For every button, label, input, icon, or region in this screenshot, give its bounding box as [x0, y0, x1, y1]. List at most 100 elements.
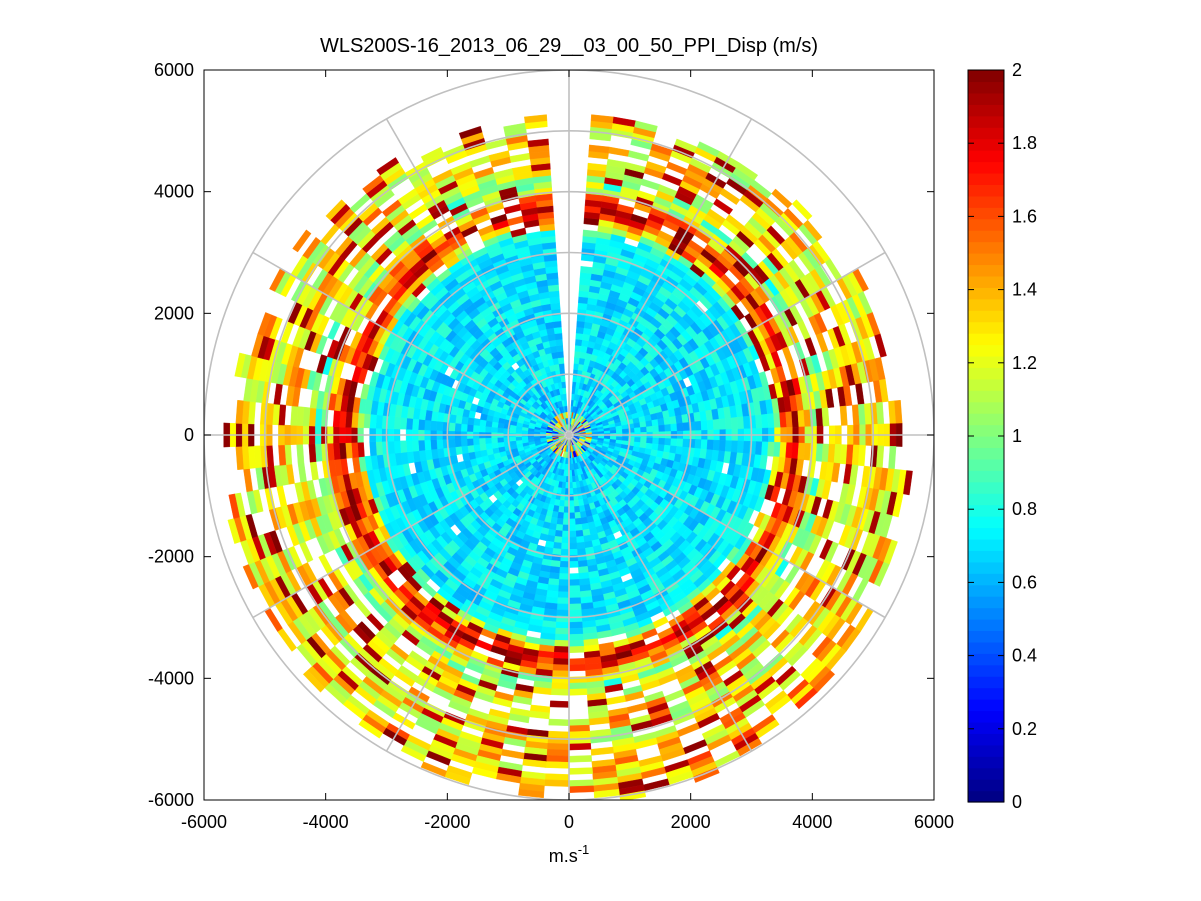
- heatmap-cell: [664, 424, 672, 432]
- heatmap-cell: [568, 767, 593, 775]
- colorbar-band: [968, 721, 1004, 734]
- colorbar-band: [968, 744, 1004, 757]
- heatmap-cell: [554, 633, 570, 641]
- colorbar-band: [968, 790, 1004, 803]
- heatmap-cell: [579, 510, 587, 519]
- heatmap-cell: [552, 541, 562, 550]
- heatmap-cell: [761, 413, 769, 429]
- heatmap-cell: [718, 418, 727, 430]
- heatmap-cell: [735, 162, 759, 181]
- heatmap-cell: [578, 566, 589, 574]
- heatmap-cell: [609, 429, 617, 434]
- heatmap-cell: [670, 438, 678, 447]
- heatmap-cell: [573, 357, 581, 365]
- heatmap-cell: [557, 591, 570, 599]
- heatmap-cell: [568, 512, 576, 520]
- heatmap-cell: [634, 437, 641, 443]
- heatmap-cell: [634, 120, 658, 133]
- heatmap-cell: [682, 422, 690, 432]
- heatmap-cell: [791, 199, 813, 221]
- heatmap-cell: [652, 425, 660, 433]
- heatmap-cell: [411, 418, 420, 430]
- heatmap-cell: [568, 755, 593, 763]
- heatmap-cell: [387, 415, 396, 430]
- heatmap-cell: [572, 481, 577, 489]
- heatmap-cell: [568, 724, 590, 733]
- heatmap-cell: [561, 530, 570, 538]
- colorbar-band: [968, 161, 1004, 174]
- heatmap-cell: [454, 438, 462, 448]
- heatmap-cell: [874, 333, 887, 358]
- heatmap-cell: [712, 439, 721, 452]
- heatmap-cell: [478, 437, 486, 445]
- colorbar-band: [968, 401, 1004, 414]
- heatmap-cell: [544, 773, 570, 781]
- heatmap-cell: [575, 529, 584, 538]
- colorbar-band: [968, 641, 1004, 654]
- heatmap-cell: [568, 688, 588, 696]
- heatmap-cell: [546, 749, 570, 757]
- heatmap-cell: [490, 426, 498, 433]
- heatmap-cell: [794, 687, 818, 710]
- heatmap-cell: [550, 302, 561, 310]
- heatmap-cell: [369, 441, 377, 457]
- colorbar-band: [968, 378, 1004, 391]
- colorbar-band: [968, 172, 1004, 185]
- colorbar-band: [968, 104, 1004, 117]
- heatmap-cell: [560, 548, 570, 556]
- heatmap-cell: [568, 560, 579, 568]
- heatmap-cell: [568, 542, 578, 550]
- colorbar-tick-label: 0.4: [1012, 646, 1037, 666]
- heatmap-cell: [652, 437, 660, 445]
- heatmap-cell: [825, 388, 835, 409]
- y-tick-label: 6000: [154, 60, 194, 80]
- heatmap-cell: [430, 439, 438, 450]
- heatmap-cell: [559, 560, 570, 568]
- heatmap-cell: [563, 506, 570, 514]
- heatmap-cell: [718, 440, 727, 452]
- colorbar-band: [968, 138, 1004, 151]
- heatmap-cell: [568, 591, 581, 599]
- heatmap-cell: [436, 420, 444, 431]
- heatmap-cell: [548, 572, 560, 580]
- heatmap-cell: [411, 440, 420, 452]
- y-tick-label: -6000: [148, 790, 194, 810]
- heatmap-cell: [460, 423, 468, 432]
- colorbar-band: [968, 573, 1004, 586]
- colorbar-band: [968, 584, 1004, 597]
- heatmap-cell: [603, 430, 611, 435]
- heatmap-cell: [646, 437, 654, 445]
- heatmap-cell: [821, 407, 830, 427]
- heatmap-cell: [639, 421, 647, 428]
- heatmap-cell: [551, 351, 559, 360]
- heatmap-cell: [554, 529, 563, 538]
- heatmap-cell: [497, 427, 504, 433]
- colorbar-band: [968, 264, 1004, 277]
- heatmap-cell: [551, 670, 570, 678]
- heatmap-cell: [664, 438, 672, 446]
- colorbar-band: [968, 630, 1004, 643]
- heatmap-cell: [557, 585, 570, 593]
- heatmap-cell: [568, 627, 584, 635]
- heatmap-cell: [802, 219, 823, 242]
- colorbar-band: [968, 493, 1004, 506]
- heatmap-cell: [694, 420, 702, 431]
- heatmap-cell: [448, 438, 456, 448]
- colorbar-band: [968, 344, 1004, 357]
- heatmap-cell: [547, 730, 570, 739]
- colorbar-tick-label: 0: [1012, 792, 1022, 812]
- heatmap-cell: [568, 506, 575, 514]
- x-tick-label: 2000: [671, 812, 711, 832]
- heatmap-cell: [466, 424, 474, 432]
- colorbar-band: [968, 561, 1004, 574]
- heatmap-cell: [485, 442, 493, 450]
- heatmap-cell: [657, 418, 665, 426]
- heatmap-cell: [393, 416, 402, 430]
- heatmap-cell: [857, 444, 866, 467]
- colorbar-band: [968, 481, 1004, 494]
- heatmap-cell: [424, 439, 432, 451]
- heatmap-cell: [831, 462, 841, 483]
- heatmap-cell: [568, 597, 582, 605]
- x-axis-label-base: m.s: [549, 846, 578, 866]
